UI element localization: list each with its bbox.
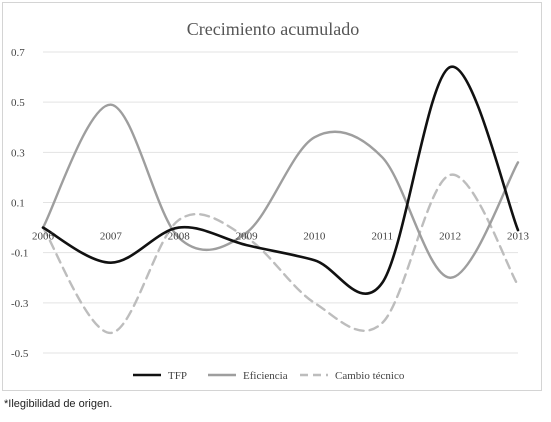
legend-label: TFP: [168, 370, 187, 382]
y-tick-label: 0.3: [11, 147, 25, 159]
legend-label: Cambio técnico: [335, 370, 405, 382]
x-tick-label: 2007: [100, 231, 123, 243]
x-tick-label: 2010: [303, 231, 326, 243]
y-tick-label: -0.3: [11, 298, 29, 310]
footnote: *Ilegibilidad de origen.: [4, 398, 113, 410]
x-tick-label: 2012: [439, 231, 461, 243]
series-lines: [41, 65, 520, 335]
y-tick-label: -0.1: [11, 248, 28, 260]
x-tick-label: 2009: [236, 231, 259, 243]
series-line-eficiencia: [41, 103, 520, 279]
legend: TFP Eficiencia Cambio técnico: [133, 370, 405, 382]
y-tick-label: 0.5: [11, 97, 25, 109]
x-tick-label: 2006: [32, 231, 55, 243]
x-tick-label: 2013: [507, 231, 530, 243]
y-tick-label: 0.7: [11, 47, 25, 59]
chart: Crecimiento acumulado 0.7 0.5 0.3 0.1 -0.1 -0…: [11, 19, 530, 382]
series-line-cambio-técnico: [41, 173, 520, 335]
y-tick-labels: 0.7 0.5 0.3 0.1 -0.1 -0.3 -0.5: [11, 47, 29, 360]
x-tick-labels: 2006 2007 2008 2009 2010 2011 2012 2013: [32, 231, 530, 243]
series-line-tfp: [41, 65, 520, 295]
gridlines: [43, 51, 518, 354]
chart-frame: Crecimiento acumulado 0.7 0.5 0.3 0.1 -0.1 -0…: [2, 2, 542, 391]
legend-label: Eficiencia: [243, 370, 288, 382]
x-tick-label: 2008: [168, 231, 191, 243]
chart-title: Crecimiento acumulado: [187, 19, 359, 39]
x-tick-label: 2011: [371, 231, 393, 243]
y-tick-label: -0.5: [11, 348, 29, 360]
y-tick-label: 0.1: [11, 198, 25, 210]
